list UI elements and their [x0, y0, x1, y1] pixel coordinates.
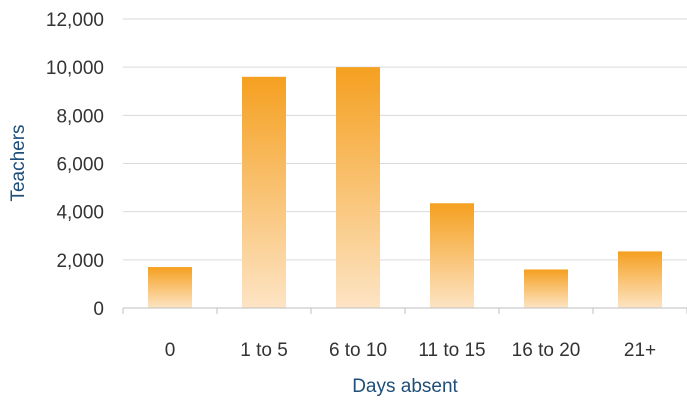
x-tick-label: 16 to 20	[512, 340, 581, 361]
x-tick-label: 0	[165, 340, 176, 361]
bar	[430, 203, 474, 308]
gridlines	[123, 18, 687, 261]
x-tick-label: 1 to 5	[240, 340, 288, 361]
y-tick-label: 4,000	[56, 203, 104, 224]
bar	[336, 67, 380, 309]
bar	[148, 267, 192, 308]
y-tick-label: 2,000	[56, 251, 104, 272]
bar	[524, 269, 568, 308]
x-tick-label: 21+	[624, 340, 656, 361]
y-tick-label: 0	[93, 299, 104, 320]
y-tick-label: 6,000	[56, 155, 104, 176]
x-axis-ticks: 0 1 to 5 6 to 10 11 to 15 16 to 20 21+	[122, 308, 687, 361]
y-tick-label: 10,000	[46, 58, 104, 79]
y-axis-title: Teachers	[8, 124, 29, 201]
y-axis-ticks: 0 2,000 4,000 6,000 8,000 10,000 12,000	[46, 10, 104, 320]
bars	[148, 67, 662, 309]
y-tick-label: 12,000	[46, 10, 104, 31]
x-axis-title: Days absent	[352, 376, 458, 397]
x-tick-label: 6 to 10	[329, 340, 387, 361]
bar	[618, 251, 662, 308]
bar	[242, 76, 286, 308]
x-tick-label: 11 to 15	[418, 340, 485, 361]
y-tick-label: 8,000	[56, 106, 104, 127]
